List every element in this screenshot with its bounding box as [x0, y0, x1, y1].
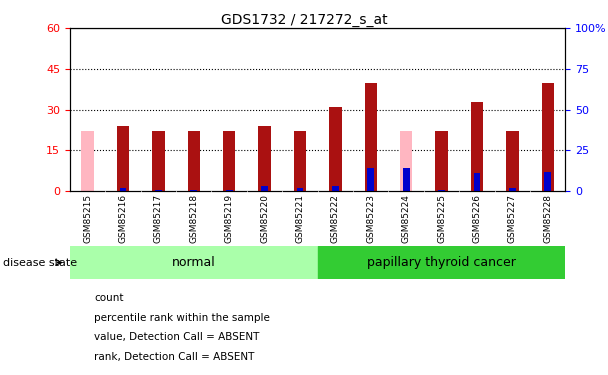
Bar — [261, 186, 268, 191]
Text: percentile rank within the sample: percentile rank within the sample — [94, 313, 270, 322]
Text: count: count — [94, 293, 124, 303]
Bar — [226, 190, 233, 191]
Text: GDS1732 / 217272_s_at: GDS1732 / 217272_s_at — [221, 13, 387, 27]
Bar — [438, 190, 445, 191]
Bar — [152, 132, 165, 191]
Bar — [506, 132, 519, 191]
Text: GSM85228: GSM85228 — [543, 194, 552, 243]
Bar — [332, 186, 339, 191]
Bar — [188, 132, 200, 191]
Bar — [258, 126, 271, 191]
Bar — [471, 102, 483, 191]
Text: GSM85215: GSM85215 — [83, 194, 92, 243]
Text: GSM85227: GSM85227 — [508, 194, 517, 243]
Text: papillary thyroid cancer: papillary thyroid cancer — [367, 256, 516, 269]
Bar — [117, 126, 130, 191]
Text: GSM85221: GSM85221 — [295, 194, 305, 243]
Text: GSM85219: GSM85219 — [225, 194, 233, 243]
Text: GSM85217: GSM85217 — [154, 194, 163, 243]
Bar — [542, 82, 554, 191]
Bar — [400, 132, 412, 191]
Bar — [474, 173, 480, 191]
Bar — [297, 188, 303, 191]
Bar — [294, 132, 306, 191]
Text: GSM85218: GSM85218 — [189, 194, 198, 243]
Text: value, Detection Call = ABSENT: value, Detection Call = ABSENT — [94, 332, 260, 342]
Bar — [70, 246, 317, 279]
Text: normal: normal — [172, 256, 216, 269]
Bar — [402, 168, 410, 191]
Bar — [120, 188, 126, 191]
Text: GSM85222: GSM85222 — [331, 194, 340, 243]
Bar — [190, 190, 197, 191]
Bar — [155, 190, 162, 191]
Text: rank, Detection Call = ABSENT: rank, Detection Call = ABSENT — [94, 352, 255, 362]
Bar — [81, 132, 94, 191]
Bar — [435, 132, 447, 191]
Text: GSM85220: GSM85220 — [260, 194, 269, 243]
Bar — [317, 246, 565, 279]
Bar — [223, 132, 235, 191]
Bar — [544, 172, 551, 191]
Text: GSM85223: GSM85223 — [366, 194, 375, 243]
Text: GSM85226: GSM85226 — [472, 194, 482, 243]
Text: GSM85224: GSM85224 — [402, 194, 410, 243]
Text: GSM85216: GSM85216 — [119, 194, 128, 243]
Bar — [509, 188, 516, 191]
Bar — [365, 82, 377, 191]
Bar — [329, 107, 342, 191]
Bar — [367, 168, 374, 191]
Text: GSM85225: GSM85225 — [437, 194, 446, 243]
Text: disease state: disease state — [3, 258, 77, 267]
